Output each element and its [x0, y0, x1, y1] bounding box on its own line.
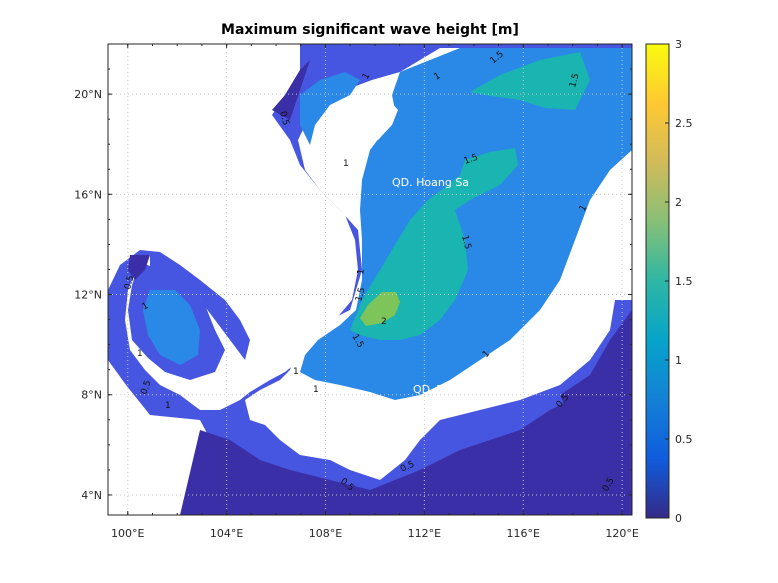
tonkin-level-1	[300, 72, 360, 145]
x-tick-label: 100°E	[111, 527, 144, 540]
low-zone-gulf	[128, 255, 150, 280]
y-tick-label: 16°N	[74, 188, 102, 201]
contour-label: 1	[313, 385, 319, 395]
contour-label: 1.5	[568, 72, 581, 88]
y-tick-label: 8°N	[81, 389, 102, 402]
colorbar-tick-label: 1.5	[675, 275, 693, 288]
colorbar-tick-label: 0	[675, 512, 682, 525]
contour-label: 1.5	[459, 234, 472, 250]
contour-label: 0.5	[123, 274, 136, 290]
colorbar-tick-label: 3	[675, 38, 682, 51]
contour-label: 1	[343, 159, 349, 169]
x-tick-label: 116°E	[507, 527, 540, 540]
land-hainan	[345, 95, 398, 140]
x-tick-label: 112°E	[408, 527, 441, 540]
contour-label: 1	[361, 72, 373, 82]
x-tick-label: 108°E	[309, 527, 342, 540]
y-axis-ticks: 4°N 8°N 12°N 16°N 20°N	[74, 43, 632, 502]
contour-label: 1	[137, 349, 143, 359]
annotation-hoang-sa: QD. Hoang Sa	[392, 176, 469, 189]
y-tick-label: 20°N	[74, 88, 102, 101]
gulf-level-1	[143, 290, 200, 365]
colorbar-tick-label: 0.5	[675, 433, 693, 446]
y-tick-label: 12°N	[74, 289, 102, 302]
contour-label: 0.5	[277, 110, 290, 126]
contour-label: 1	[356, 268, 367, 275]
contour-label: 1	[293, 367, 299, 377]
contour-label: 1	[165, 401, 171, 411]
low-zone-coast	[272, 60, 310, 120]
x-tick-label: 104°E	[210, 527, 243, 540]
contour-label: 2	[381, 317, 387, 327]
colorbar-ticks: 0 0.5 1 1.5 2 2.5 3	[665, 38, 693, 525]
contour-label: 0.5	[139, 379, 153, 396]
colorbar-tick-label: 2	[675, 196, 682, 209]
colorbar-tick-label: 2.5	[675, 117, 693, 130]
contour-label: 1.5	[354, 286, 367, 302]
map-plot-area	[108, 44, 632, 515]
chart-title: Maximum significant wave height [m]	[221, 22, 519, 38]
grid-lines	[108, 44, 632, 515]
contour-label: 1	[481, 349, 492, 360]
colorbar-tick-label: 1	[675, 354, 682, 367]
contour-label: 1	[141, 301, 151, 313]
x-axis-ticks: 100°E 104°E 108°E 112°E 116°E 120°E	[111, 44, 639, 540]
contour-label: 1	[578, 204, 590, 214]
annotation-truong-sa: QD. Truong Sa	[413, 383, 492, 396]
x-tick-label: 120°E	[605, 527, 638, 540]
sea-level-2	[360, 292, 400, 326]
axes-box	[107, 43, 633, 516]
contour-label: 1.5	[463, 153, 480, 167]
low-zone-palawan	[560, 310, 632, 470]
low-zone-south	[180, 360, 632, 515]
sea-level-1-5	[470, 52, 590, 110]
y-tick-label: 4°N	[81, 489, 102, 502]
contour-label: 1	[433, 71, 443, 83]
